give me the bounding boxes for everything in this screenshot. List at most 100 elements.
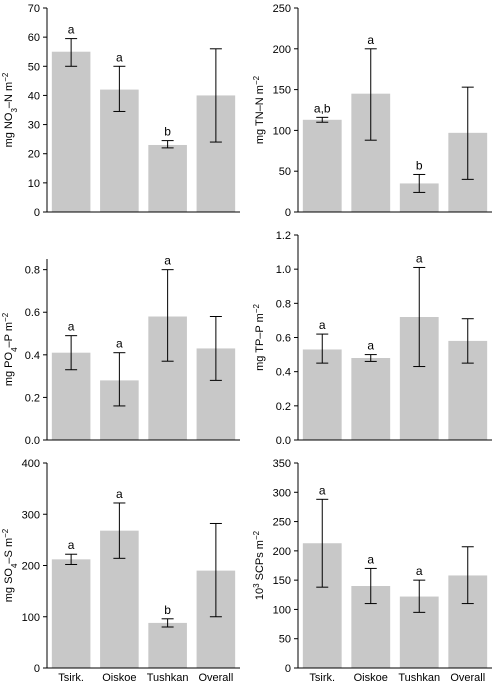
ylabel-part: mg xyxy=(3,129,15,147)
bar xyxy=(302,119,342,212)
y-tick-label: 0.4 xyxy=(25,350,40,362)
x-tick-label: Oiskoe xyxy=(354,672,388,684)
y-axis-label: mg PO4–P m−2 xyxy=(1,312,19,386)
significance-label: a xyxy=(68,320,75,334)
y-axis-label: 103 SCPs m−2 xyxy=(252,530,267,600)
significance-label: a xyxy=(367,339,374,353)
y-tick-label: 1.2 xyxy=(276,230,291,242)
chart-panel-4: a a a 0.0 0.2 0.4 0.6 0.8 1.0 1.2 mg TP–P m−2 xyxy=(252,230,492,447)
bar xyxy=(51,559,91,668)
significance-label: a xyxy=(116,50,123,64)
y-tick-label: 100 xyxy=(273,125,291,137)
ylabel-part: SCPs xyxy=(254,549,266,583)
significance-label: a xyxy=(116,487,123,501)
y-tick-label: 350 xyxy=(273,458,291,470)
significance-label: a xyxy=(68,23,75,37)
chart-panel-6: a a a 0 50 100 150 200 250 300 350 Tsirk. Oiskoe Tush… xyxy=(252,458,492,684)
y-tick-label: 0.6 xyxy=(276,333,291,345)
ylabel-part: 3 xyxy=(252,583,261,588)
ylabel-part: 4 xyxy=(10,563,19,568)
y-tick-label: 0.4 xyxy=(276,367,291,379)
y-tick-label: 0 xyxy=(34,207,40,219)
y-tick-label: 200 xyxy=(273,44,291,56)
ylabel-part: mg xyxy=(3,584,15,602)
ylabel-part: m xyxy=(3,538,15,547)
significance-label: b xyxy=(164,603,171,617)
x-tick-label: Tushkan xyxy=(398,672,440,684)
y-tick-label: 100 xyxy=(273,604,291,616)
y-tick-label: 150 xyxy=(273,575,291,587)
x-tick-label: Oiskoe xyxy=(102,672,136,684)
ylabel-part: –N xyxy=(3,91,15,108)
ylabel-part: m xyxy=(254,313,266,322)
y-tick-label: 0.8 xyxy=(276,298,291,310)
bar xyxy=(148,144,187,212)
y-tick-label: 250 xyxy=(273,517,291,529)
ylabel-part: –S xyxy=(3,547,15,564)
y-tick-label: 50 xyxy=(279,634,291,646)
y-tick-label: 0.6 xyxy=(25,307,40,319)
significance-label: a xyxy=(116,337,123,351)
y-tick-label: 0 xyxy=(34,663,40,675)
ylabel-part: mg xyxy=(3,368,15,386)
y-tick-label: 10 xyxy=(28,178,40,190)
ylabel-part: m xyxy=(254,85,266,94)
ylabel-part: −2 xyxy=(1,312,10,322)
significance-label: a xyxy=(416,251,423,265)
y-tick-label: 0.2 xyxy=(276,401,291,413)
ylabel-part: mg TN–N xyxy=(254,94,266,144)
ylabel-part: m xyxy=(3,322,15,331)
y-axis-label: mg NO3–N m−2 xyxy=(1,72,19,147)
ylabel-part: −2 xyxy=(1,528,10,538)
ylabel-part: mg TP–P xyxy=(254,322,266,371)
bar xyxy=(351,358,391,440)
y-axis-label: mg SO4–S m−2 xyxy=(1,528,19,602)
y-tick-label: 0.0 xyxy=(276,435,291,447)
y-tick-label: 60 xyxy=(28,32,40,44)
significance-label: a xyxy=(319,483,326,497)
bar xyxy=(302,349,342,440)
y-tick-label: 300 xyxy=(22,509,40,521)
y-tick-label: 20 xyxy=(28,149,40,161)
significance-label: a xyxy=(319,318,326,332)
bar xyxy=(51,51,91,212)
y-tick-label: 300 xyxy=(273,487,291,499)
ylabel-part: 10 xyxy=(254,588,266,600)
y-tick-label: 70 xyxy=(28,3,40,15)
ylabel-part: 4 xyxy=(10,347,19,352)
y-tick-label: 0 xyxy=(285,663,291,675)
ylabel-part: 3 xyxy=(10,108,19,113)
y-tick-label: 0.0 xyxy=(25,435,40,447)
ylabel-part: −2 xyxy=(252,304,261,314)
ylabel-part: NO xyxy=(3,112,15,129)
chart-panel-1: a a b 0 10 20 30 40 50 60 70 mg NO3–N m−2 xyxy=(1,3,240,219)
significance-label: a xyxy=(367,33,374,47)
significance-label: a xyxy=(367,552,374,566)
chart-panel-5: a a b 0 100 200 300 400 Tsirk. Oiskoe Tushkan Overa… xyxy=(1,458,240,684)
significance-label: b xyxy=(416,158,423,172)
significance-label: b xyxy=(164,125,171,139)
y-tick-label: 200 xyxy=(273,546,291,558)
x-tick-label: Tsirk. xyxy=(309,672,335,684)
y-tick-label: 0 xyxy=(285,207,291,219)
y-tick-label: 0.2 xyxy=(25,392,40,404)
significance-label: a xyxy=(68,538,75,552)
y-tick-label: 0.8 xyxy=(25,265,40,277)
ylabel-part: m xyxy=(3,82,15,91)
ylabel-part: PO xyxy=(3,351,15,367)
y-axis-label: mg TN–N m−2 xyxy=(252,75,267,144)
y-tick-label: 400 xyxy=(22,458,40,470)
significance-label: a xyxy=(164,254,171,268)
y-tick-label: 30 xyxy=(28,120,40,132)
y-tick-label: 100 xyxy=(22,612,40,624)
x-tick-label: Overall xyxy=(450,672,485,684)
chart-panel-3: a a a 0.0 0.2 0.4 0.6 0.8 mg PO4–P m−2 xyxy=(1,254,240,447)
significance-label: a xyxy=(416,564,423,578)
y-tick-label: 50 xyxy=(28,61,40,73)
ylabel-part: −2 xyxy=(252,530,261,540)
chart-panel-2: a,b a b 0 50 100 150 200 250 mg TN–N m−2 xyxy=(252,3,492,219)
x-tick-label: Overall xyxy=(198,672,233,684)
ylabel-part: m xyxy=(254,540,266,549)
y-tick-label: 250 xyxy=(273,3,291,15)
